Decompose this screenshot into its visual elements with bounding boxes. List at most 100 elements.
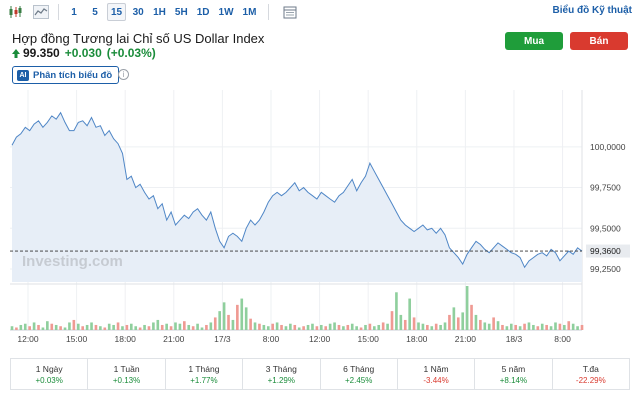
volume-bar bbox=[483, 322, 487, 330]
volume-bar bbox=[76, 323, 80, 330]
info-icon[interactable]: i bbox=[118, 69, 129, 80]
volume-bar bbox=[532, 324, 535, 330]
volume-bar bbox=[68, 322, 71, 330]
volume-bar bbox=[289, 323, 292, 330]
x-axis: 12:00 15:00 18:00 21:00 17/3 8:00 12:00 15:00 18… bbox=[17, 334, 571, 344]
timeframe-1[interactable]: 1 bbox=[71, 6, 77, 18]
volume-bar bbox=[90, 322, 93, 330]
volume-bar bbox=[63, 327, 67, 330]
candlestick-icon[interactable] bbox=[4, 2, 26, 22]
volume-bar bbox=[19, 324, 23, 330]
volume-bar bbox=[324, 326, 328, 330]
volume-bar bbox=[421, 323, 425, 330]
sell-button[interactable]: Bán bbox=[570, 32, 628, 50]
up-arrow-icon bbox=[12, 48, 20, 58]
volume-bar bbox=[399, 314, 403, 330]
perf-cell[interactable]: 1 Tháng +1.77% bbox=[166, 359, 244, 389]
timeframe-15[interactable]: 15 bbox=[107, 3, 127, 21]
volume-bars bbox=[10, 286, 584, 330]
volume-bar bbox=[328, 323, 332, 330]
perf-cell[interactable]: 3 Tháng +1.29% bbox=[243, 359, 321, 389]
timeframe-1d[interactable]: 1D bbox=[196, 6, 210, 18]
volume-bar bbox=[350, 323, 354, 330]
x-tick-label: 8:00 bbox=[263, 334, 280, 344]
x-tick-label: 18:00 bbox=[406, 334, 428, 344]
instrument-title: Hợp đồng Tương lai Chỉ số US Dollar Inde… bbox=[12, 31, 265, 46]
chart-analysis-label: Phân tích biểu đồ bbox=[33, 69, 113, 81]
perf-value: +0.13% bbox=[112, 375, 141, 385]
volume-bar bbox=[311, 323, 314, 330]
perf-cell[interactable]: 1 Ngày +0.03% bbox=[11, 359, 89, 389]
calendar-icon[interactable] bbox=[279, 2, 301, 22]
volume-bar bbox=[549, 326, 553, 330]
perf-cell[interactable]: T.đa -22.29% bbox=[553, 359, 629, 389]
volume-bar bbox=[408, 298, 411, 330]
volume-bar bbox=[540, 323, 544, 330]
volume-bar bbox=[536, 326, 540, 330]
timeframe-5[interactable]: 5 bbox=[92, 6, 98, 18]
volume-bar bbox=[209, 322, 213, 330]
timeframe-1w[interactable]: 1W bbox=[218, 6, 234, 18]
buy-button[interactable]: Mua bbox=[505, 32, 563, 50]
volume-bar bbox=[81, 326, 85, 330]
volume-bar bbox=[554, 322, 557, 330]
perf-value: +2.45% bbox=[345, 375, 373, 385]
technical-chart-link[interactable]: Biểu đồ Kỹ thuật bbox=[552, 5, 632, 16]
perf-cell[interactable]: 5 năm +8.14% bbox=[475, 359, 553, 389]
volume-bar bbox=[545, 324, 548, 330]
perf-cell[interactable]: 6 Tháng +2.45% bbox=[321, 359, 398, 389]
volume-bar bbox=[346, 324, 350, 330]
last-value-label: 99,3600 bbox=[590, 246, 621, 256]
volume-bar bbox=[373, 326, 376, 330]
volume-bar bbox=[563, 324, 566, 330]
volume-bar bbox=[152, 322, 155, 330]
ai-icon: AI bbox=[17, 69, 29, 81]
timeframe-30[interactable]: 30 bbox=[132, 6, 144, 18]
volume-bar bbox=[395, 292, 398, 330]
volume-bar bbox=[461, 312, 465, 330]
area-chart-icon[interactable] bbox=[30, 2, 52, 22]
volume-bar bbox=[107, 323, 111, 330]
volume-bar bbox=[116, 322, 120, 330]
x-tick-label: 12:00 bbox=[17, 334, 39, 344]
volume-bar bbox=[169, 326, 173, 330]
volume-bar bbox=[37, 324, 40, 330]
volume-bar bbox=[72, 319, 76, 330]
timeframe-5h[interactable]: 5H bbox=[174, 6, 188, 18]
volume-bar bbox=[337, 324, 341, 330]
volume-bar bbox=[112, 324, 115, 330]
volume-bar bbox=[368, 323, 372, 330]
volume-bar bbox=[99, 326, 102, 330]
volume-bar bbox=[160, 324, 164, 330]
x-tick-label: 21:00 bbox=[163, 334, 185, 344]
x-tick-label: 8:00 bbox=[554, 334, 571, 344]
volume-bar bbox=[231, 319, 235, 330]
volume-bar bbox=[271, 323, 275, 330]
perf-value: +1.77% bbox=[190, 375, 218, 385]
price-row: 99.350 +0.030 (+0.03%) bbox=[12, 46, 156, 60]
perf-cell[interactable]: 1 Năm -3.44% bbox=[398, 359, 476, 389]
volume-bar bbox=[191, 326, 195, 330]
volume-bar bbox=[258, 323, 261, 330]
perf-label: 3 Tháng bbox=[265, 363, 297, 374]
perf-cell[interactable]: 1 Tuần +0.13% bbox=[88, 359, 166, 389]
chart-analysis-button[interactable]: AI Phân tích biểu đồ bbox=[12, 66, 120, 84]
volume-bar bbox=[381, 322, 385, 330]
volume-bar bbox=[448, 314, 451, 330]
volume-bar bbox=[319, 324, 323, 330]
volume-bar bbox=[15, 327, 18, 330]
last-price: 99.350 bbox=[23, 46, 60, 60]
timeframe-1h[interactable]: 1H bbox=[153, 6, 166, 18]
timeframe-1m[interactable]: 1M bbox=[242, 6, 257, 18]
volume-bar bbox=[527, 322, 531, 330]
volume-bar bbox=[147, 326, 151, 330]
x-tick-label: 12:00 bbox=[309, 334, 331, 344]
volume-bar bbox=[205, 324, 208, 330]
volume-bar bbox=[280, 324, 283, 330]
x-tick-label: 21:00 bbox=[455, 334, 477, 344]
volume-bar bbox=[50, 323, 54, 330]
volume-bar bbox=[492, 317, 495, 330]
y-tick-label: 99,7500 bbox=[590, 183, 621, 193]
volume-bar bbox=[121, 326, 124, 330]
price-chart[interactable]: Investing.com 99,3600 100,0000 99,7500 99,… bbox=[0, 90, 640, 352]
